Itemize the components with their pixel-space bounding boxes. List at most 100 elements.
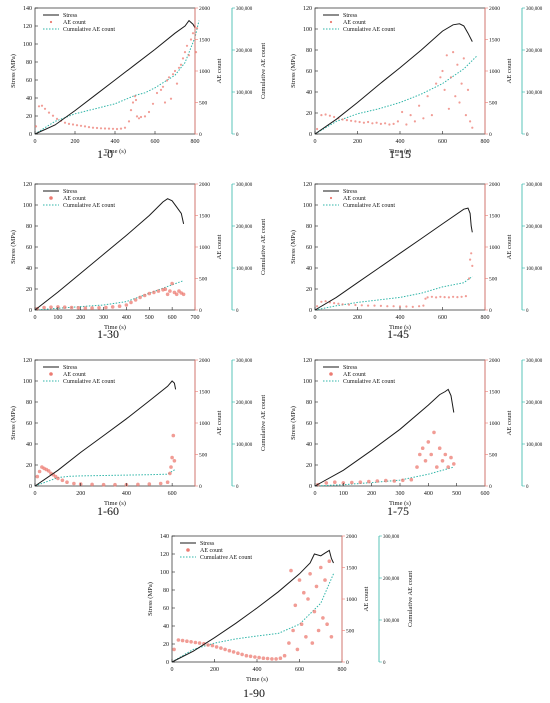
- ae-count-point: [152, 290, 156, 295]
- ae-count-point: [185, 44, 189, 47]
- y2-axis-label: AE count: [216, 234, 223, 259]
- ae-count-point: [323, 578, 327, 582]
- ae-count-point: [270, 657, 274, 661]
- ae-count-point: [60, 478, 65, 483]
- x-tick-label: 200: [353, 139, 362, 145]
- ae-count-point: [187, 54, 191, 57]
- y-tick-label: 100: [23, 203, 32, 209]
- ae-count-point: [133, 298, 138, 302]
- x-tick-label: 800: [191, 139, 200, 145]
- y-tick-label: 80: [306, 48, 312, 54]
- y2-tick-label: 500: [346, 629, 355, 635]
- legend-stress-label: Stress: [63, 13, 78, 19]
- ae-count-point: [76, 306, 81, 310]
- x-tick-label: 200: [353, 315, 362, 321]
- ae-count-point: [440, 459, 445, 463]
- y2-tick-label: 500: [199, 277, 208, 283]
- panel-caption: 1-30: [97, 327, 119, 341]
- y-tick-label: 40: [26, 442, 32, 448]
- y-tick-label: 20: [306, 287, 312, 293]
- ae-count-point: [439, 295, 442, 298]
- x-axis-label: Time (s): [389, 324, 411, 331]
- ae-count-point: [142, 293, 147, 298]
- x-tick-label: 100: [53, 315, 62, 321]
- ae-count-point: [447, 296, 450, 299]
- ae-count-point: [437, 446, 442, 451]
- ae-count-point: [293, 603, 298, 608]
- cumulative-ae-line: [314, 55, 477, 135]
- ae-count-point: [325, 622, 329, 626]
- y3-axis-label: Cumulative AE count: [260, 43, 267, 100]
- ae-count-point: [401, 478, 405, 483]
- ae-count-point: [367, 479, 371, 484]
- ae-count-point: [341, 303, 344, 306]
- ae-count-point: [181, 57, 185, 60]
- y3-tick-label: 0: [236, 485, 239, 490]
- x-tick-label: 500: [452, 491, 461, 497]
- legend-cumulative-label: Cumulative AE count: [343, 379, 395, 385]
- x-tick-label: 200: [76, 491, 85, 497]
- x-tick-label: 0: [34, 491, 37, 497]
- ae-count-point: [422, 117, 425, 120]
- ae-count-point: [337, 302, 340, 305]
- y2-tick-label: 1000: [199, 69, 210, 75]
- ae-count-point: [443, 296, 446, 299]
- x-axis-label: Time (s): [104, 324, 126, 331]
- chart-panel-1-45: 0 200 400 600 800020406080100120050010001500…: [290, 182, 543, 341]
- ae-count-point: [358, 480, 363, 485]
- legend-ae-swatch: [49, 196, 53, 200]
- y-tick-label: 20: [26, 463, 32, 469]
- y-tick-label: 0: [309, 132, 312, 138]
- ae-count-point: [83, 306, 88, 310]
- ae-count-point: [411, 305, 414, 308]
- y-tick-label: 60: [26, 421, 32, 427]
- ae-count-point: [466, 88, 470, 91]
- legend-ae-label: AE count: [63, 372, 86, 378]
- y-tick-label: 120: [23, 182, 32, 188]
- x-tick-label: 300: [99, 315, 108, 321]
- ae-count-point: [324, 300, 327, 303]
- ae-count-point: [468, 277, 471, 280]
- ae-count-point: [115, 127, 119, 131]
- ae-count-point: [396, 120, 399, 123]
- y-tick-label: 80: [26, 400, 32, 406]
- ae-count-point: [214, 645, 219, 649]
- x-tick-label: 400: [424, 491, 433, 497]
- ae-count-point: [333, 480, 337, 485]
- ae-count-point: [447, 107, 450, 110]
- ae-count-point: [197, 641, 202, 645]
- plot-frame: [314, 183, 486, 311]
- ae-count-point: [110, 305, 115, 309]
- ae-count-point: [90, 482, 94, 487]
- ae-count-point: [63, 121, 67, 124]
- ae-count-point: [373, 304, 376, 307]
- y2-axis-label: AE count: [506, 58, 513, 83]
- legend-cumulative-label: Cumulative AE count: [343, 27, 395, 33]
- ae-count-point: [227, 648, 232, 653]
- ae-count-point: [392, 479, 397, 483]
- y-axis-label: Stress (MPa): [290, 230, 297, 264]
- y-tick-label: 80: [26, 60, 32, 66]
- panel-caption: 1-45: [387, 327, 409, 341]
- y3-tick-label: 200,000: [526, 49, 543, 54]
- ae-count-point: [158, 481, 163, 486]
- chart-panel-1-90: 0 200 400 600 800020406080100120140050010001…: [147, 534, 414, 700]
- y3-tick-label: 300,000: [526, 183, 543, 188]
- y3-tick-label: 0: [526, 133, 529, 138]
- legend-cumulative-label: Cumulative AE count: [200, 555, 252, 561]
- y3-tick-label: 200,000: [236, 49, 253, 54]
- ae-count-point: [458, 101, 461, 104]
- ae-count-point: [167, 76, 171, 79]
- ae-count-point: [333, 115, 336, 119]
- x-tick-label: 800: [481, 139, 490, 145]
- y-tick-label: 100: [303, 203, 312, 209]
- ae-count-point: [183, 51, 187, 54]
- y2-tick-label: 1000: [199, 421, 210, 427]
- ae-count-point: [341, 481, 346, 485]
- x-tick-label: 600: [168, 315, 177, 321]
- ae-count-point: [261, 656, 266, 660]
- ae-count-point: [69, 305, 74, 310]
- chart-panel-1-0: 0 200 400 600 800020406080100120140050010001…: [10, 6, 267, 161]
- ae-count-point: [165, 480, 170, 485]
- ae-count-point: [151, 102, 155, 105]
